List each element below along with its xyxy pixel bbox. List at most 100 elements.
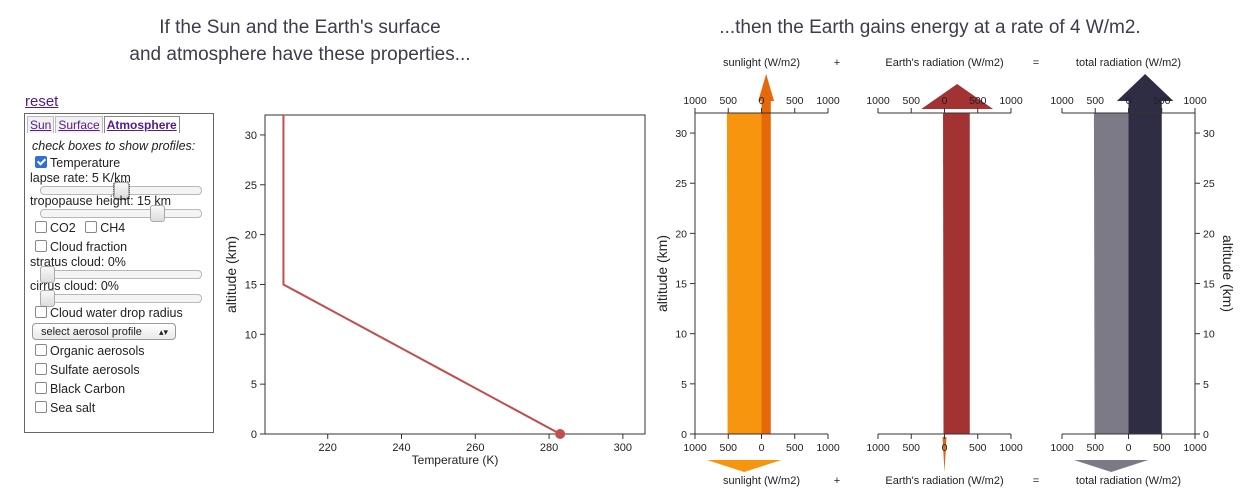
tropopause-slider[interactable] xyxy=(40,205,202,222)
flux-top-tick-label: 500 xyxy=(902,95,920,107)
total-y-tick-label: 10 xyxy=(1203,329,1215,341)
sunlight-up-arrowhead xyxy=(758,74,775,101)
drop-radius-checkbox[interactable] xyxy=(35,306,47,318)
flux-top-tick-label: 500 xyxy=(1086,95,1104,107)
flux-top-tick-label: 1000 xyxy=(1050,95,1074,107)
lapse-rate-label: lapse rate: 5 K/km xyxy=(30,171,131,185)
total-y-tick-label: 15 xyxy=(1203,279,1215,291)
flux-top-tick-label: 0 xyxy=(1126,95,1132,107)
flux-bottom-tick-label: 500 xyxy=(719,442,737,454)
co2-checkbox[interactable] xyxy=(35,221,47,233)
earth-radiation-up-arrowhead xyxy=(921,84,994,109)
flux-title-top: total radiation (W/m2) xyxy=(1076,57,1181,69)
ch4-option[interactable]: CH4 xyxy=(85,221,125,235)
temperature-y-tick-label: 30 xyxy=(245,130,257,142)
total-y-tick-label: 5 xyxy=(1203,379,1209,391)
flux-bottom-tick-label: 1000 xyxy=(683,442,707,454)
cloud-fraction-option[interactable]: Cloud fraction xyxy=(35,240,127,254)
total-down-arrowhead xyxy=(1073,460,1149,472)
flux-top-tick-label: 500 xyxy=(969,95,987,107)
black-carbon-option[interactable]: Black Carbon xyxy=(35,382,125,396)
flux-bottom-tick-label: 500 xyxy=(1086,442,1104,454)
temperature-y-tick-label: 5 xyxy=(251,379,257,391)
flux-bottom-tick-label: 500 xyxy=(1153,442,1171,454)
flux-left-y-axis-label: altitude (km) xyxy=(654,235,670,312)
tab-sun[interactable]: Sun xyxy=(27,116,55,133)
sea-salt-option[interactable]: Sea salt xyxy=(35,401,95,415)
reset-link[interactable]: reset xyxy=(25,93,59,110)
left-headline-line2: and atmosphere have these properties... xyxy=(129,44,471,65)
controls-panel: Sun Surface Atmosphere check boxes to sh… xyxy=(24,113,214,433)
tropopause-slider-thumb[interactable] xyxy=(150,205,166,222)
temperature-label: Temperature xyxy=(50,156,121,170)
flux-top-tick-label: 1000 xyxy=(816,95,840,107)
temperature-y-axis-label: altitude (km) xyxy=(223,236,239,313)
ch4-label: CH4 xyxy=(100,221,126,235)
temperature-x-tick-label: 220 xyxy=(319,442,337,454)
sulfate-label: Sulfate aerosols xyxy=(50,363,140,377)
flux-bottom-tick-label: 500 xyxy=(969,442,987,454)
sunlight-y-tick-label: 25 xyxy=(675,178,687,190)
tab-atmosphere[interactable]: Atmosphere xyxy=(103,116,180,133)
temperature-x-tick-label: 260 xyxy=(466,442,484,454)
profiles-hint: check boxes to show profiles: xyxy=(32,139,196,153)
total-y-tick-label: 30 xyxy=(1203,128,1215,140)
lapse-rate-slider[interactable] xyxy=(40,181,202,200)
sunlight-downward-area xyxy=(726,113,762,434)
flux-top-tick-label: 500 xyxy=(786,95,804,107)
sea-salt-checkbox[interactable] xyxy=(35,401,47,413)
cirrus-slider[interactable] xyxy=(40,290,202,307)
flux-title-bottom: Earth's radiation (W/m2) xyxy=(885,475,1003,487)
temperature-x-tick-label: 300 xyxy=(614,442,632,454)
co2-option[interactable]: CO2 xyxy=(35,221,76,235)
flux-bottom-tick-label: 1000 xyxy=(999,442,1023,454)
aerosol-profile-select[interactable]: select aerosol profile ▴▾ xyxy=(32,323,176,340)
gas-options: CO2 CH4 xyxy=(35,221,125,235)
earth-downward-radiation-area xyxy=(943,113,946,434)
total-up-arrowhead xyxy=(1116,74,1174,101)
earth-radiation-down-arrowhead xyxy=(942,437,947,472)
flux-top-tick-label: 500 xyxy=(719,95,737,107)
ch4-checkbox[interactable] xyxy=(85,221,98,233)
flux-top-tick-label: 500 xyxy=(1153,95,1171,107)
organic-checkbox[interactable] xyxy=(35,344,47,356)
flux-top-tick-label: 1000 xyxy=(1183,95,1207,107)
cloud-fraction-checkbox[interactable] xyxy=(35,240,47,252)
flux-bottom-tick-label: 1000 xyxy=(866,442,890,454)
flux-top-tick-label: 0 xyxy=(942,95,948,107)
flux-bottom-tick-label: 500 xyxy=(902,442,920,454)
organic-option[interactable]: Organic aerosols xyxy=(35,344,145,358)
cirrus-slider-thumb[interactable] xyxy=(40,290,55,307)
earth-upward-radiation-area xyxy=(944,113,970,434)
stratus-slider[interactable] xyxy=(40,266,202,283)
left-headline: If the Sun and the Earth's surface and a… xyxy=(60,14,540,68)
sunlight-y-tick-label: 0 xyxy=(681,429,687,441)
black-carbon-label: Black Carbon xyxy=(50,382,126,396)
flux-bottom-tick-label: 500 xyxy=(786,442,804,454)
tropopause-label: tropopause height: 15 km xyxy=(30,194,172,208)
black-carbon-checkbox[interactable] xyxy=(35,382,47,394)
organic-label: Organic aerosols xyxy=(50,344,145,358)
temperature-option[interactable]: Temperature xyxy=(35,156,120,170)
sulfate-option[interactable]: Sulfate aerosols xyxy=(35,363,140,377)
drop-radius-option[interactable]: Cloud water drop radius xyxy=(35,306,183,320)
flux-bottom-tick-label: 1000 xyxy=(1183,442,1207,454)
drop-radius-label: Cloud water drop radius xyxy=(50,306,183,320)
temperature-checkbox[interactable] xyxy=(35,156,47,168)
cloud-fraction-label: Cloud fraction xyxy=(50,240,128,254)
sunlight-upward-area xyxy=(761,113,771,434)
total-y-tick-label: 0 xyxy=(1203,429,1209,441)
sulfate-checkbox[interactable] xyxy=(35,363,47,375)
lapse-rate-slider-thumb[interactable] xyxy=(112,181,130,200)
stratus-slider-thumb[interactable] xyxy=(40,266,55,283)
temperature-y-tick-label: 10 xyxy=(245,329,257,341)
tab-bar: Sun Surface Atmosphere xyxy=(27,116,181,133)
plus-operator-top: + xyxy=(834,57,840,69)
tab-surface[interactable]: Surface xyxy=(55,116,103,133)
stratus-label: stratus cloud: 0% xyxy=(30,255,126,269)
flux-title-top: Earth's radiation (W/m2) xyxy=(885,57,1003,69)
sunlight-down-arrowhead xyxy=(706,460,782,472)
flux-bottom-tick-label: 1000 xyxy=(816,442,840,454)
sunlight-y-tick-label: 15 xyxy=(675,279,687,291)
total-downward-area xyxy=(1093,113,1129,434)
